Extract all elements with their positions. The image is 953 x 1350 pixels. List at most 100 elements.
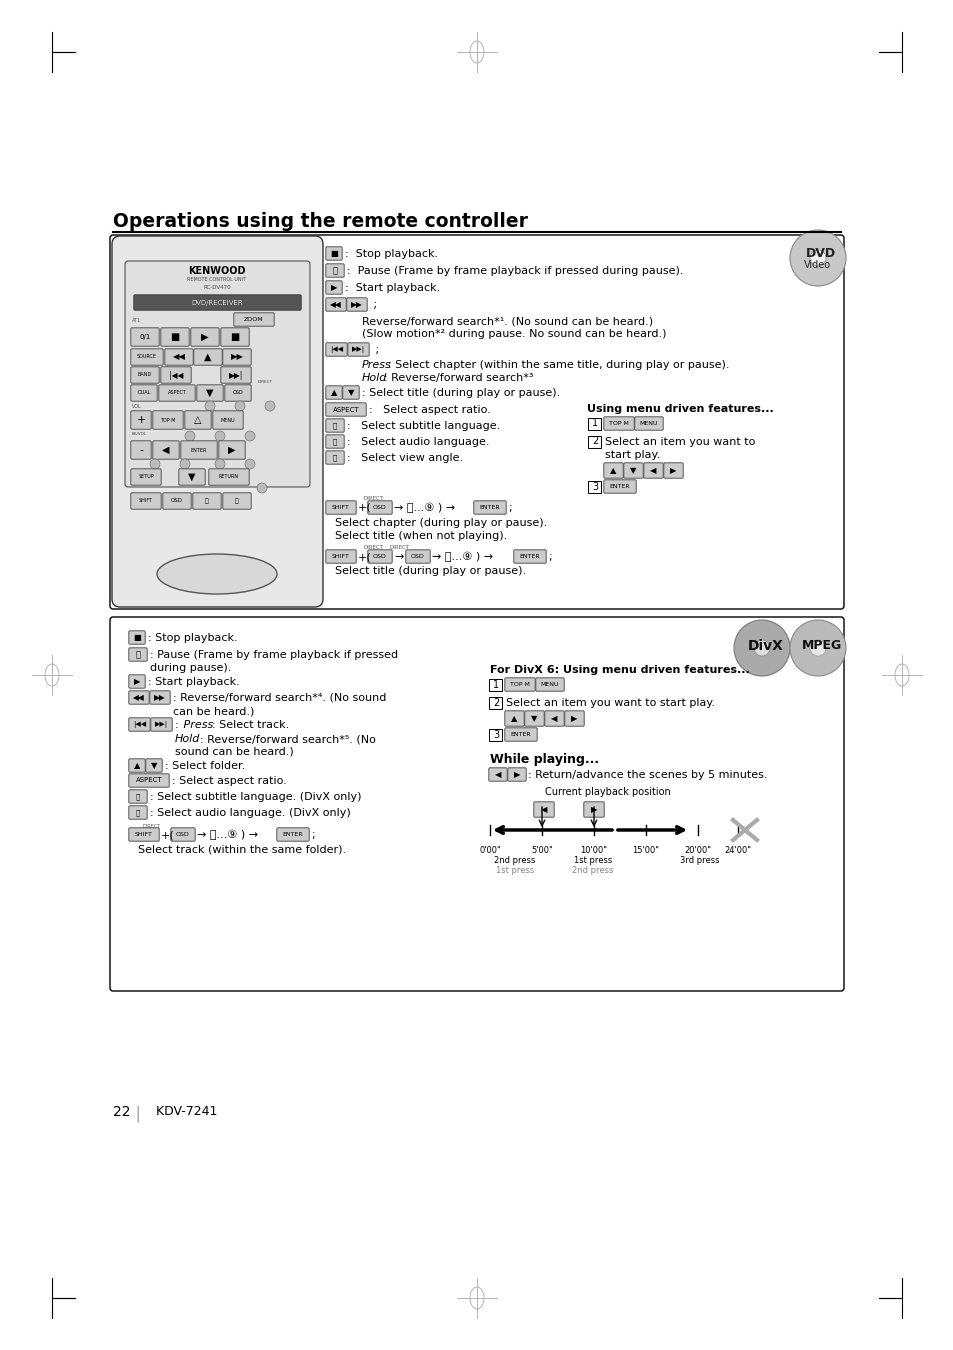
FancyBboxPatch shape (603, 479, 636, 493)
Text: 1: 1 (493, 679, 498, 690)
Text: ▶: ▶ (133, 676, 140, 686)
Text: ASPECT: ASPECT (168, 390, 186, 396)
FancyBboxPatch shape (225, 385, 251, 401)
Text: ENTER: ENTER (191, 447, 207, 452)
FancyBboxPatch shape (588, 436, 601, 447)
Text: ENTER: ENTER (519, 554, 539, 559)
Text: KENWOOD: KENWOOD (188, 266, 246, 275)
Text: →: → (394, 552, 403, 562)
Text: ▶▶: ▶▶ (231, 352, 243, 362)
FancyBboxPatch shape (131, 367, 159, 383)
Text: Hold: Hold (361, 373, 387, 383)
Text: ⏸: ⏸ (333, 266, 337, 275)
Text: ZOOM: ZOOM (244, 317, 264, 323)
FancyBboxPatch shape (489, 697, 502, 709)
Text: ▼: ▼ (206, 387, 213, 398)
Text: MENU: MENU (639, 421, 658, 427)
Text: : Return/advance the scenes by 5 minutes.: : Return/advance the scenes by 5 minutes… (527, 769, 767, 780)
Text: Select chapter (during play or pause).: Select chapter (during play or pause). (335, 518, 547, 528)
Text: DIRECT: DIRECT (364, 495, 384, 501)
Text: SHIFT: SHIFT (332, 505, 350, 510)
Text: ◀◀: ◀◀ (133, 693, 145, 702)
FancyBboxPatch shape (151, 718, 172, 732)
Text: ▼: ▼ (348, 387, 354, 397)
Text: :  Start playback.: : Start playback. (345, 284, 439, 293)
Circle shape (234, 401, 245, 410)
FancyBboxPatch shape (405, 549, 430, 563)
Circle shape (214, 431, 225, 441)
Text: Select title (during play or pause).: Select title (during play or pause). (335, 566, 525, 576)
FancyBboxPatch shape (223, 348, 251, 366)
FancyBboxPatch shape (220, 328, 249, 346)
FancyBboxPatch shape (276, 828, 309, 841)
Text: ▶▶|: ▶▶| (229, 370, 243, 379)
Text: ◀◀: ◀◀ (330, 300, 341, 309)
Text: ▲: ▲ (331, 387, 337, 397)
FancyBboxPatch shape (643, 463, 662, 478)
Text: sound can be heard.): sound can be heard.) (174, 747, 294, 757)
Text: 1: 1 (591, 418, 598, 428)
Text: : Select subtitle language. (DivX only): : Select subtitle language. (DivX only) (150, 792, 361, 802)
FancyBboxPatch shape (131, 493, 161, 509)
Text: ▶: ▶ (201, 332, 209, 342)
FancyBboxPatch shape (347, 298, 367, 312)
Text: start play.: start play. (604, 450, 659, 460)
FancyBboxPatch shape (218, 441, 245, 459)
Text: 0/1: 0/1 (139, 333, 151, 340)
FancyBboxPatch shape (163, 493, 191, 509)
Text: SHIFT: SHIFT (135, 832, 152, 837)
FancyBboxPatch shape (129, 774, 169, 787)
Circle shape (265, 401, 274, 410)
Text: : Select folder.: : Select folder. (165, 761, 245, 771)
Text: ◀◀: ◀◀ (172, 352, 185, 362)
Text: DIRECT: DIRECT (364, 545, 384, 549)
FancyBboxPatch shape (158, 385, 195, 401)
FancyBboxPatch shape (165, 348, 193, 366)
Text: BAND: BAND (138, 373, 152, 378)
Text: KDV-7241: KDV-7241 (148, 1106, 217, 1118)
FancyBboxPatch shape (588, 417, 601, 429)
Text: ASPECT: ASPECT (135, 778, 162, 783)
Text: ;: ; (370, 300, 376, 310)
Text: :   Select audio language.: : Select audio language. (347, 437, 489, 447)
FancyBboxPatch shape (131, 385, 157, 401)
Text: : Stop playback.: : Stop playback. (148, 633, 237, 643)
FancyBboxPatch shape (125, 261, 310, 487)
Text: ⏸: ⏸ (135, 649, 140, 659)
FancyBboxPatch shape (326, 402, 366, 416)
Text: → ⓪...⑨ ) →: → ⓪...⑨ ) → (394, 504, 455, 513)
Text: :   Select subtitle language.: : Select subtitle language. (347, 421, 499, 431)
Text: ;: ; (372, 346, 378, 355)
FancyBboxPatch shape (368, 501, 392, 514)
FancyBboxPatch shape (131, 348, 163, 366)
Text: : Reverse/forward search*⁴. (No sound: : Reverse/forward search*⁴. (No sound (172, 693, 386, 703)
Text: :   Select view angle.: : Select view angle. (347, 454, 462, 463)
Text: OSD: OSD (373, 505, 387, 510)
Text: ▼: ▼ (151, 761, 157, 770)
FancyBboxPatch shape (536, 678, 563, 691)
Text: ◀: ◀ (551, 714, 558, 724)
Text: 2: 2 (493, 698, 498, 707)
Text: |◀◀: |◀◀ (132, 721, 146, 728)
Text: : Select aspect ratio.: : Select aspect ratio. (172, 776, 287, 786)
Circle shape (185, 431, 194, 441)
FancyBboxPatch shape (150, 691, 170, 705)
FancyBboxPatch shape (534, 802, 554, 817)
Text: RETURN: RETURN (218, 474, 239, 479)
Text: :: : (174, 720, 178, 730)
Text: → ⓪...⑨ ) →: → ⓪...⑨ ) → (196, 830, 258, 840)
Text: ▲: ▲ (610, 466, 616, 475)
FancyBboxPatch shape (193, 493, 221, 509)
Text: ;: ; (311, 830, 314, 840)
FancyBboxPatch shape (185, 410, 211, 429)
Text: DUAL: DUAL (137, 390, 151, 396)
Text: │: │ (132, 1106, 141, 1122)
Text: ENTER: ENTER (479, 505, 499, 510)
Text: 🔒: 🔒 (205, 498, 209, 504)
FancyBboxPatch shape (514, 549, 546, 563)
Text: MENU: MENU (540, 682, 558, 687)
FancyBboxPatch shape (603, 417, 634, 431)
Text: : Reverse/forward search*⁵. (No: : Reverse/forward search*⁵. (No (200, 734, 375, 744)
FancyBboxPatch shape (129, 648, 147, 662)
Text: Video: Video (803, 261, 830, 270)
